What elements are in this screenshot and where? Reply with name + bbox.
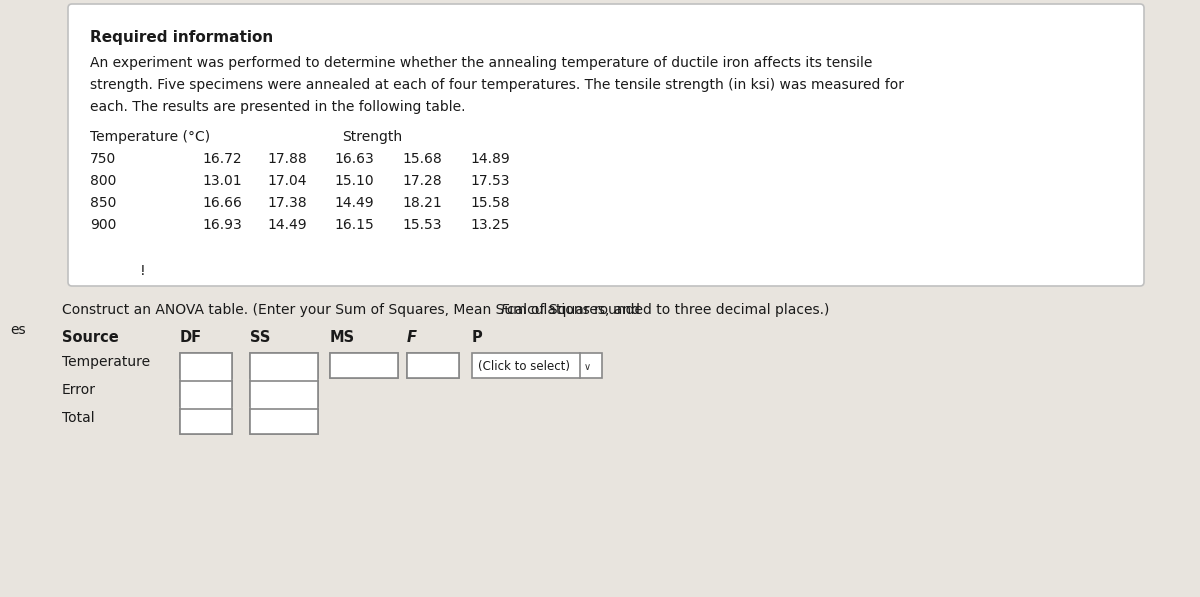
Bar bbox=[250, 381, 318, 406]
Text: Required information: Required information bbox=[90, 30, 274, 45]
Text: Temperature (°C): Temperature (°C) bbox=[90, 130, 210, 144]
Text: 16.93: 16.93 bbox=[202, 218, 241, 232]
Text: MS: MS bbox=[330, 330, 355, 345]
Text: 900: 900 bbox=[90, 218, 116, 232]
Text: es: es bbox=[10, 323, 25, 337]
Bar bbox=[472, 353, 602, 378]
Bar bbox=[250, 353, 318, 434]
Text: 15.68: 15.68 bbox=[402, 152, 442, 166]
Text: 18.21: 18.21 bbox=[402, 196, 442, 210]
Bar bbox=[180, 353, 232, 378]
Text: 15.58: 15.58 bbox=[470, 196, 510, 210]
Text: P: P bbox=[472, 330, 482, 345]
Text: Strength: Strength bbox=[342, 130, 402, 144]
Text: 16.72: 16.72 bbox=[202, 152, 241, 166]
Text: (Click to select): (Click to select) bbox=[478, 360, 570, 373]
Text: An experiment was performed to determine whether the annealing temperature of du: An experiment was performed to determine… bbox=[90, 56, 872, 70]
Text: 15.10: 15.10 bbox=[334, 174, 373, 188]
Text: Source: Source bbox=[62, 330, 119, 345]
Text: 17.38: 17.38 bbox=[266, 196, 307, 210]
Text: 16.66: 16.66 bbox=[202, 196, 242, 210]
Text: 16.63: 16.63 bbox=[334, 152, 373, 166]
Text: 750: 750 bbox=[90, 152, 116, 166]
Bar bbox=[180, 381, 232, 406]
Text: 14.49: 14.49 bbox=[266, 218, 307, 232]
Text: !: ! bbox=[140, 264, 145, 278]
Text: F: F bbox=[500, 303, 509, 317]
Text: 850: 850 bbox=[90, 196, 116, 210]
Text: Construct an ANOVA table. (Enter your Sum of Squares, Mean Sum of Squares, and: Construct an ANOVA table. (Enter your Su… bbox=[62, 303, 644, 317]
Text: SS: SS bbox=[250, 330, 270, 345]
Bar bbox=[180, 409, 232, 434]
Text: strength. Five specimens were annealed at each of four temperatures. The tensile: strength. Five specimens were annealed a… bbox=[90, 78, 904, 92]
Text: calculations rounded to three decimal places.): calculations rounded to three decimal pl… bbox=[508, 303, 830, 317]
Text: 13.25: 13.25 bbox=[470, 218, 510, 232]
Bar bbox=[407, 353, 458, 378]
Bar bbox=[250, 353, 318, 378]
Text: F: F bbox=[407, 330, 418, 345]
Text: each. The results are presented in the following table.: each. The results are presented in the f… bbox=[90, 100, 466, 114]
Text: 15.53: 15.53 bbox=[402, 218, 442, 232]
Text: 16.15: 16.15 bbox=[334, 218, 373, 232]
Text: Temperature: Temperature bbox=[62, 355, 150, 369]
Text: DF: DF bbox=[180, 330, 202, 345]
Text: ∨: ∨ bbox=[584, 362, 592, 373]
Bar bbox=[330, 353, 398, 378]
Text: 17.04: 17.04 bbox=[266, 174, 306, 188]
Text: 14.49: 14.49 bbox=[334, 196, 373, 210]
Text: 14.89: 14.89 bbox=[470, 152, 510, 166]
Bar bbox=[180, 353, 232, 434]
Text: 17.53: 17.53 bbox=[470, 174, 510, 188]
Bar bbox=[250, 409, 318, 434]
FancyBboxPatch shape bbox=[68, 4, 1144, 286]
Text: Error: Error bbox=[62, 383, 96, 397]
Text: 13.01: 13.01 bbox=[202, 174, 241, 188]
Text: 800: 800 bbox=[90, 174, 116, 188]
Bar bbox=[330, 353, 398, 378]
Text: 17.88: 17.88 bbox=[266, 152, 307, 166]
Text: 17.28: 17.28 bbox=[402, 174, 442, 188]
Text: Total: Total bbox=[62, 411, 95, 425]
Bar bbox=[407, 353, 458, 378]
